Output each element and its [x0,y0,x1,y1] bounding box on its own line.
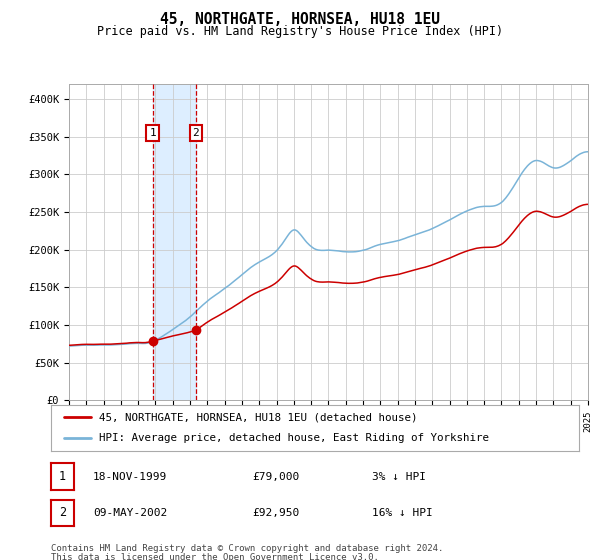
Text: 45, NORTHGATE, HORNSEA, HU18 1EU (detached house): 45, NORTHGATE, HORNSEA, HU18 1EU (detach… [98,412,417,422]
Text: 1: 1 [149,128,156,138]
Text: This data is licensed under the Open Government Licence v3.0.: This data is licensed under the Open Gov… [51,553,379,560]
Bar [152,84,196,400]
Text: 09-MAY-2002: 09-MAY-2002 [93,508,167,518]
Text: 2: 2 [59,506,66,520]
Text: Contains HM Land Registry data © Crown copyright and database right 2024.: Contains HM Land Registry data © Crown c… [51,544,443,553]
Text: HPI: Average price, detached house, East Riding of Yorkshire: HPI: Average price, detached house, East… [98,433,488,444]
Text: 3% ↓ HPI: 3% ↓ HPI [372,472,426,482]
Text: 45, NORTHGATE, HORNSEA, HU18 1EU: 45, NORTHGATE, HORNSEA, HU18 1EU [160,12,440,27]
Text: 18-NOV-1999: 18-NOV-1999 [93,472,167,482]
Text: 2: 2 [193,128,199,138]
Text: 1: 1 [59,470,66,483]
Text: £79,000: £79,000 [252,472,299,482]
Text: £92,950: £92,950 [252,508,299,518]
Text: 16% ↓ HPI: 16% ↓ HPI [372,508,433,518]
Text: Price paid vs. HM Land Registry's House Price Index (HPI): Price paid vs. HM Land Registry's House … [97,25,503,38]
